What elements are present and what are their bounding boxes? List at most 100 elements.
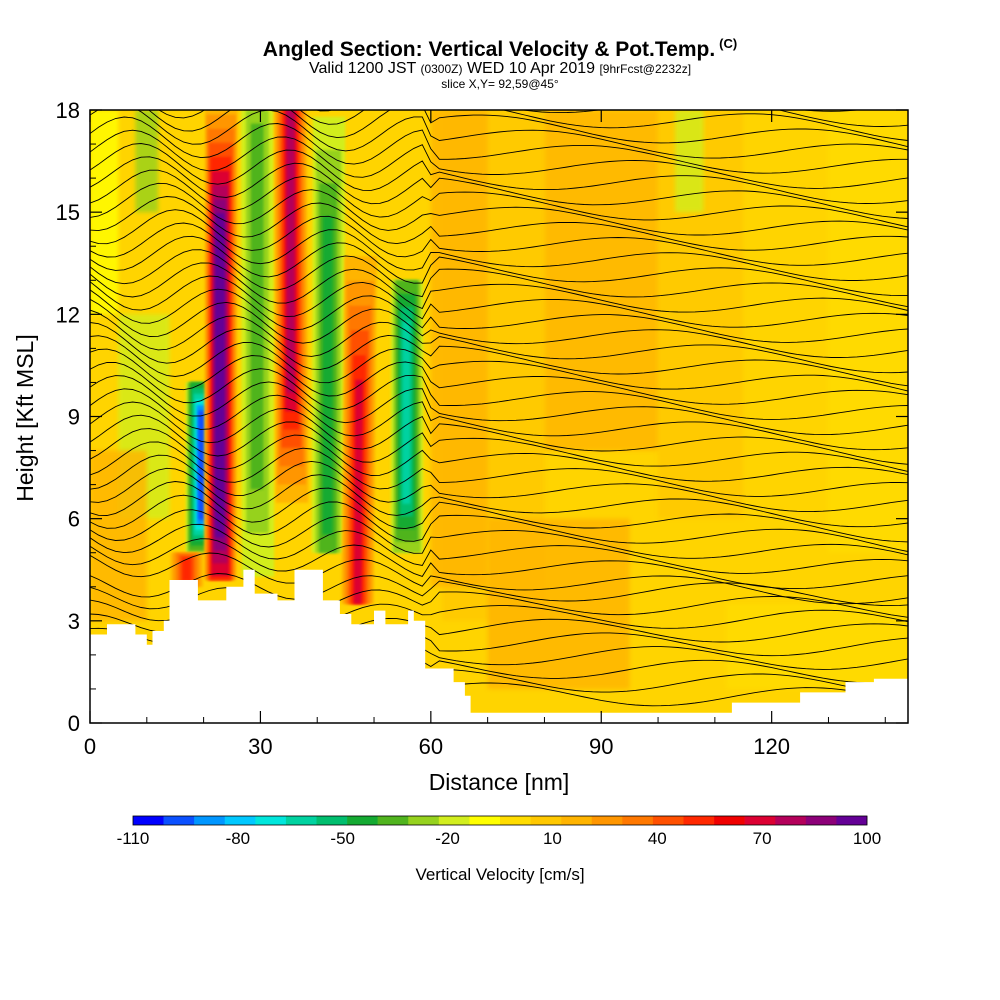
colorbar-swatch xyxy=(714,816,745,825)
y-tick-label: 9 xyxy=(68,405,80,430)
y-tick-label: 18 xyxy=(56,98,80,123)
theta-contour xyxy=(90,375,908,436)
colorbar-swatch xyxy=(500,816,531,825)
theta-contour xyxy=(90,481,908,543)
x-tick-label: 0 xyxy=(84,734,96,759)
theta-contour xyxy=(90,222,908,281)
x-tick-label: 30 xyxy=(248,734,272,759)
theta-contour xyxy=(90,309,908,374)
theta-contour xyxy=(90,509,908,559)
colorbar-tick-label: -20 xyxy=(435,829,460,848)
y-tick-label: 6 xyxy=(68,507,80,532)
x-tick-label: 60 xyxy=(419,734,443,759)
theta-contour xyxy=(148,110,908,148)
x-axis-title: Distance [nm] xyxy=(429,769,570,795)
theta-contour xyxy=(90,348,908,405)
colorbar-tick-label: -80 xyxy=(226,829,251,848)
title-mark: (C) xyxy=(719,36,738,51)
colorbar-swatch xyxy=(377,816,409,825)
y-axis-title: Height [Kft MSL] xyxy=(12,334,38,501)
chart-title: Angled Section: Vertical Velocity & Pot.… xyxy=(262,36,738,61)
updraft-band xyxy=(182,557,192,581)
theta-contour xyxy=(90,209,908,266)
colorbar-swatch xyxy=(316,816,348,825)
theta-contour xyxy=(90,196,908,251)
colorbar-swatch xyxy=(133,816,164,825)
colorbar-swatch xyxy=(255,816,287,825)
colorbar-swatch xyxy=(836,816,868,825)
theta-contour xyxy=(90,129,908,189)
theta-contour xyxy=(90,288,908,343)
field-patch xyxy=(430,110,488,587)
theta-contour xyxy=(90,467,908,528)
colorbar-swatch xyxy=(561,816,593,825)
field-patch xyxy=(544,110,659,451)
x-tick-label: 90 xyxy=(589,734,613,759)
y-tick-label: 12 xyxy=(56,302,80,327)
colorbar-tick-label: -110 xyxy=(117,829,150,848)
colorbar-swatch xyxy=(438,816,470,825)
theta-contour xyxy=(90,552,908,605)
x-tick-label: 120 xyxy=(753,734,790,759)
theta-contour xyxy=(800,110,863,112)
field-patch xyxy=(90,450,147,621)
plot-area xyxy=(90,110,908,723)
y-tick-label: 0 xyxy=(68,711,80,736)
downdraft-band xyxy=(402,321,411,504)
theta-contour xyxy=(90,143,908,204)
subtitle-valid: Valid 1200 JST xyxy=(308,60,416,77)
colorbar: -110 -80 -50 -20 10 40 70 100 xyxy=(117,815,881,848)
chart-subtitle: Valid 1200 JST (0300Z) WED 10 Apr 2019 [… xyxy=(0,60,1000,78)
theta-contour xyxy=(90,116,908,174)
colorbar-swatch xyxy=(285,816,317,825)
colorbar-swatch xyxy=(775,816,807,825)
y-tick-label: 15 xyxy=(56,200,80,225)
field-patch xyxy=(487,518,630,689)
colorbar-tick-label: 100 xyxy=(853,829,881,848)
colorbar-tick-label: 10 xyxy=(543,829,562,848)
theta-contour xyxy=(90,538,908,590)
theta-contour xyxy=(90,182,908,236)
colorbar-tick-label: 40 xyxy=(648,829,667,848)
downdraft-band xyxy=(250,123,264,490)
theta-contour xyxy=(90,388,908,451)
colorbar-swatch xyxy=(805,816,837,825)
downdraft-band xyxy=(198,410,205,520)
theta-contour xyxy=(90,428,908,482)
theta-contour xyxy=(90,262,908,313)
theta-contour xyxy=(90,322,908,387)
theta-contour xyxy=(90,362,908,420)
colorbar-swatch xyxy=(744,816,776,825)
field-patch xyxy=(726,603,908,689)
colorbar-swatch xyxy=(469,816,501,825)
field-patch xyxy=(828,110,908,553)
theta-contour xyxy=(90,494,908,552)
y-tick-label: 3 xyxy=(68,609,80,634)
colorbar-swatch xyxy=(652,816,684,825)
colorbar-swatch xyxy=(194,816,226,825)
theta-contour xyxy=(90,235,908,297)
subtitle-fcst: [9hrFcst@2232z] xyxy=(599,62,692,76)
theta-contour xyxy=(90,335,908,392)
theta-contour xyxy=(90,156,908,219)
slice-label: slice X,Y= 92,59@45° xyxy=(441,77,559,91)
colorbar-swatch xyxy=(163,816,195,825)
colorbar-swatch xyxy=(347,816,378,825)
colorbar-swatch xyxy=(591,816,623,825)
theta-contour xyxy=(90,169,908,228)
updraft-band xyxy=(353,379,363,604)
colorbar-tick-label: 70 xyxy=(753,829,772,848)
theta-contour xyxy=(90,401,908,465)
colorbar-swatch xyxy=(530,816,562,825)
colorbar-swatch xyxy=(224,816,256,825)
theta-contour xyxy=(90,110,908,159)
theta-contour xyxy=(90,523,908,574)
colorbar-swatch xyxy=(622,816,654,825)
theta-contour xyxy=(90,298,908,358)
terrain xyxy=(90,569,908,723)
theta-contour xyxy=(90,275,908,328)
colorbar-frame xyxy=(132,815,868,826)
colorbar-title: Vertical Velocity [cm/s] xyxy=(415,865,584,884)
theta-contour xyxy=(90,441,908,497)
